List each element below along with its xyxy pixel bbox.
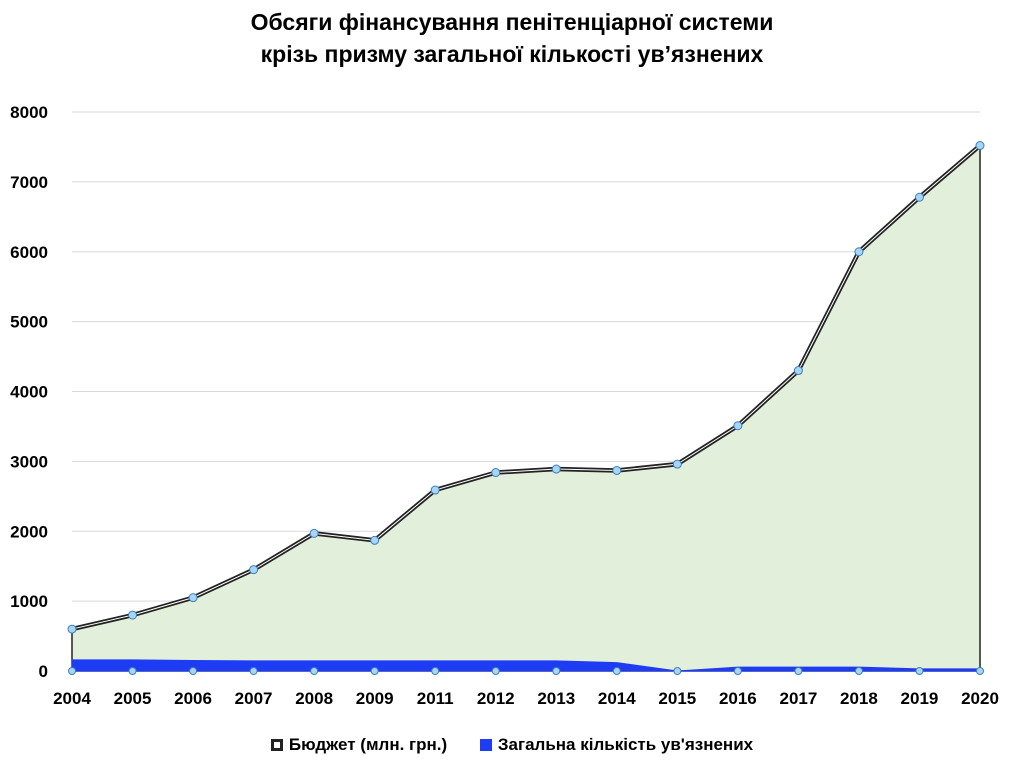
y-tick-label-5000: 5000	[10, 313, 48, 332]
y-tick-label-0: 0	[39, 662, 48, 681]
budget-point-2004	[67, 624, 77, 634]
budget-point-2011	[430, 485, 440, 495]
budget-point-2007	[249, 565, 259, 575]
legend-swatch-budget	[270, 739, 283, 751]
prisoners-point-2008	[310, 667, 319, 675]
legend-swatch-prisoners	[479, 739, 492, 751]
budget-point-2016	[733, 421, 743, 431]
x-tick-label-2006: 2006	[174, 689, 212, 708]
y-tick-label-6000: 6000	[10, 243, 48, 262]
prisoners-point-2004	[68, 667, 76, 675]
x-tick-label-2017: 2017	[779, 689, 817, 708]
budget-point-2015	[672, 459, 682, 469]
chart-title-line-1: Обсяги фінансування пенітенціарної систе…	[250, 9, 774, 35]
budget-line-highlight	[71, 145, 981, 630]
x-tick-label-2019: 2019	[901, 689, 939, 708]
x-tick-label-2004: 2004	[53, 689, 91, 708]
prisoners-point-2014	[612, 667, 621, 675]
budget-point-2009	[370, 535, 380, 545]
x-tick-label-2018: 2018	[840, 689, 878, 708]
x-tick-label-2012: 2012	[477, 689, 515, 708]
y-tick-label-8000: 8000	[10, 103, 48, 122]
prisoners-point-2017	[794, 667, 803, 675]
prisoners-point-2013	[552, 667, 561, 675]
chart-title: Обсяги фінансування пенітенціарної систе…	[0, 6, 1024, 70]
x-tick-label-2007: 2007	[235, 689, 273, 708]
prisoners-point-2011	[431, 667, 440, 675]
budget-point-2005	[128, 610, 138, 620]
y-tick-label-4000: 4000	[10, 383, 48, 402]
data-markers	[67, 141, 985, 675]
chart-title-line-2: крізь призму загальної кількості ув’язне…	[260, 41, 764, 67]
prisoners-point-2006	[189, 667, 198, 675]
prisoners-point-2009	[370, 667, 379, 675]
prisoners-point-2020	[976, 667, 984, 675]
axis-labels: 0 1000 2000 3000 4000 5000 6000 7000 8000 2004 200…	[10, 103, 999, 708]
x-tick-label-2008: 2008	[295, 689, 333, 708]
prisoners-point-2016	[733, 667, 742, 675]
budget-point-2020	[975, 141, 985, 151]
prisoners-point-2019	[915, 667, 924, 675]
y-tick-label-2000: 2000	[10, 522, 48, 541]
legend-label-prisoners: Загальна кількість ув'язнених	[497, 735, 754, 754]
prisoners-point-2007	[249, 667, 258, 675]
budget-point-2012	[491, 468, 501, 478]
prisoners-point-2015	[673, 667, 682, 675]
legend-item-budget: Бюджет (млн. грн.)	[270, 735, 448, 755]
x-tick-label-2013: 2013	[537, 689, 575, 708]
prisoners-point-2012	[491, 667, 500, 675]
budget-point-2018	[854, 247, 864, 257]
legend: Бюджет (млн. грн.) Загальна кількість ув…	[0, 735, 1024, 756]
y-tick-label-1000: 1000	[10, 592, 48, 611]
x-tick-label-2016: 2016	[719, 689, 757, 708]
prisoners-point-2005	[128, 667, 137, 675]
y-tick-label-7000: 7000	[10, 173, 48, 192]
legend-label-budget: Бюджет (млн. грн.)	[288, 735, 448, 754]
x-tick-label-2014: 2014	[598, 689, 636, 708]
x-tick-label-2015: 2015	[658, 689, 696, 708]
x-tick-label-2011: 2011	[417, 689, 454, 708]
budget-point-2008	[309, 528, 319, 538]
x-tick-label-2020: 2020	[961, 689, 999, 708]
area-series	[71, 143, 982, 672]
legend-item-prisoners: Загальна кількість ув'язнених	[479, 735, 754, 755]
prisoners-point-2018	[854, 667, 863, 675]
x-tick-label-2005: 2005	[114, 689, 152, 708]
x-tick-label-2009: 2009	[356, 689, 394, 708]
y-tick-label-3000: 3000	[10, 452, 48, 471]
budget-point-2013	[551, 464, 561, 474]
budget-point-2019	[914, 192, 924, 202]
budget-point-2014	[612, 465, 622, 475]
budget-point-2017	[793, 366, 803, 376]
budget-point-2006	[188, 593, 198, 603]
